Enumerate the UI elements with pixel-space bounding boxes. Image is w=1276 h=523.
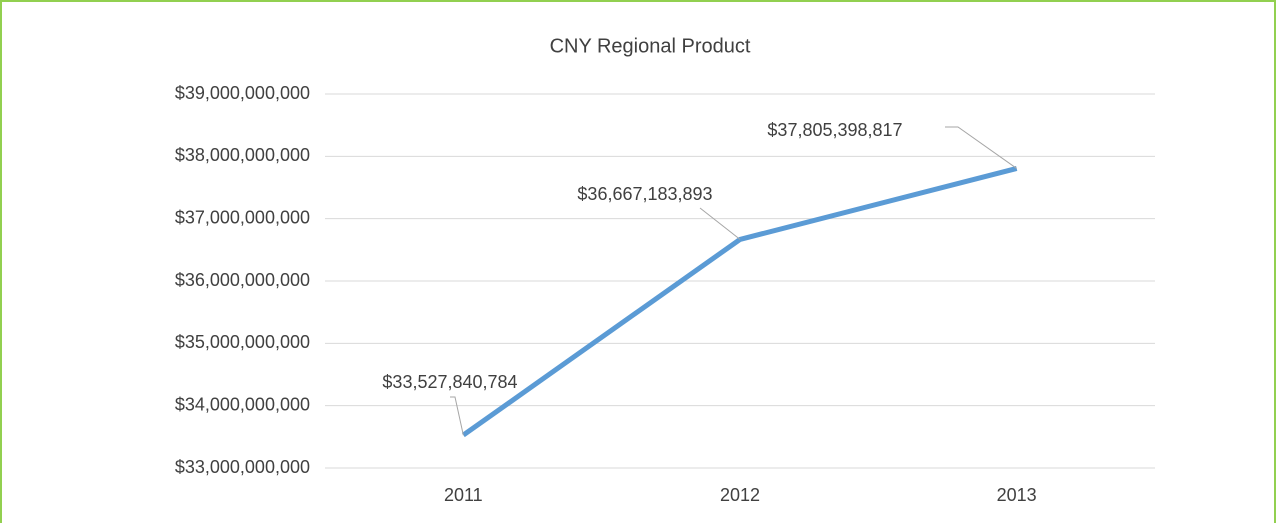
data-label: $33,527,840,784 (382, 372, 517, 392)
leader-line (450, 396, 464, 436)
y-tick-label: $35,000,000,000 (175, 332, 310, 352)
leader-line (699, 207, 741, 240)
data-label: $36,667,183,893 (577, 184, 712, 204)
y-tick-label: $36,000,000,000 (175, 270, 310, 290)
data-label: $37,805,398,817 (767, 120, 902, 140)
y-tick-label: $33,000,000,000 (175, 457, 310, 477)
chart-title: CNY Regional Product (550, 35, 751, 57)
y-tick-label: $39,000,000,000 (175, 83, 310, 103)
leader-line (945, 126, 1017, 169)
x-tick-label: 2011 (444, 485, 483, 505)
y-tick-label: $38,000,000,000 (175, 145, 310, 165)
y-tick-label: $37,000,000,000 (175, 207, 310, 227)
x-tick-label: 2013 (997, 485, 1037, 505)
x-tick-label: 2012 (720, 485, 760, 505)
series-line (461, 166, 1018, 438)
y-tick-label: $34,000,000,000 (175, 394, 310, 414)
